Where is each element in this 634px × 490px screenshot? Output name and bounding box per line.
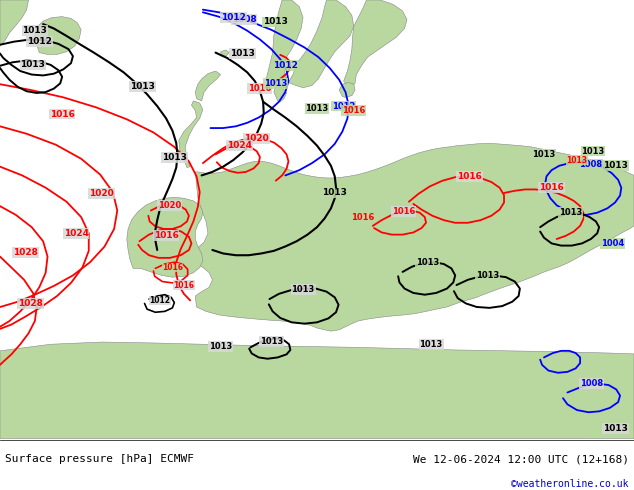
Text: 1013: 1013 (260, 337, 283, 345)
Text: 1016: 1016 (49, 110, 75, 119)
Text: 1013: 1013 (559, 208, 582, 217)
Text: 1020: 1020 (158, 201, 181, 210)
Polygon shape (221, 50, 230, 56)
Text: Surface pressure [hPa] ECMWF: Surface pressure [hPa] ECMWF (5, 454, 194, 464)
Text: 1020: 1020 (89, 189, 114, 198)
Polygon shape (195, 71, 221, 101)
Text: 1013: 1013 (162, 153, 187, 162)
Text: 1012: 1012 (221, 13, 246, 22)
Text: 1016: 1016 (162, 263, 183, 272)
Text: 1028: 1028 (13, 247, 38, 257)
Text: 1028: 1028 (18, 299, 43, 308)
Text: 1013: 1013 (603, 161, 628, 170)
Polygon shape (195, 144, 634, 331)
Text: 1012: 1012 (149, 296, 171, 305)
Text: 1013: 1013 (566, 155, 588, 165)
Text: 1012: 1012 (332, 101, 355, 111)
Text: 1013: 1013 (322, 189, 347, 197)
Text: 1016: 1016 (342, 106, 365, 115)
Text: 1013: 1013 (22, 26, 48, 35)
Text: We 12-06-2024 12:00 UTC (12+168): We 12-06-2024 12:00 UTC (12+168) (413, 454, 629, 464)
Polygon shape (274, 84, 287, 102)
Polygon shape (288, 0, 354, 88)
Polygon shape (0, 342, 634, 439)
Polygon shape (266, 0, 303, 88)
Text: 1013: 1013 (264, 79, 287, 88)
Text: 1013: 1013 (20, 60, 46, 70)
Text: 1013: 1013 (533, 150, 555, 159)
Text: 1024: 1024 (227, 141, 252, 150)
Text: 1013: 1013 (476, 271, 499, 280)
Text: 1013: 1013 (420, 340, 443, 349)
Text: 1013: 1013 (603, 424, 628, 433)
Polygon shape (35, 17, 81, 54)
Text: 1016: 1016 (173, 281, 195, 290)
Text: 1024: 1024 (63, 229, 89, 238)
Text: 1013: 1013 (130, 82, 155, 91)
Polygon shape (339, 82, 355, 98)
Text: 1020: 1020 (244, 134, 269, 143)
Text: 1004: 1004 (601, 239, 624, 248)
Polygon shape (127, 197, 203, 277)
Text: 1016: 1016 (392, 207, 415, 216)
Text: 1012: 1012 (27, 37, 52, 46)
Text: 1016: 1016 (153, 231, 179, 240)
Text: 1016: 1016 (456, 172, 482, 181)
Text: 1013: 1013 (209, 342, 232, 351)
Polygon shape (179, 101, 203, 168)
Text: 1008: 1008 (580, 379, 603, 388)
Text: 1016: 1016 (249, 84, 271, 93)
Text: 1013: 1013 (263, 18, 288, 26)
Text: 1013: 1013 (292, 285, 314, 294)
Polygon shape (0, 0, 29, 46)
Text: 1016: 1016 (351, 213, 374, 221)
Text: 1013: 1013 (230, 49, 255, 58)
Text: ©weatheronline.co.uk: ©weatheronline.co.uk (512, 479, 629, 489)
Text: 1012: 1012 (273, 61, 298, 70)
Text: 1008: 1008 (579, 160, 602, 169)
Text: 1008: 1008 (231, 15, 257, 24)
Polygon shape (344, 0, 407, 88)
Text: 1013: 1013 (416, 258, 439, 267)
Text: 1013: 1013 (581, 147, 604, 156)
Text: 1016: 1016 (539, 183, 564, 192)
Text: 1013: 1013 (306, 104, 328, 113)
